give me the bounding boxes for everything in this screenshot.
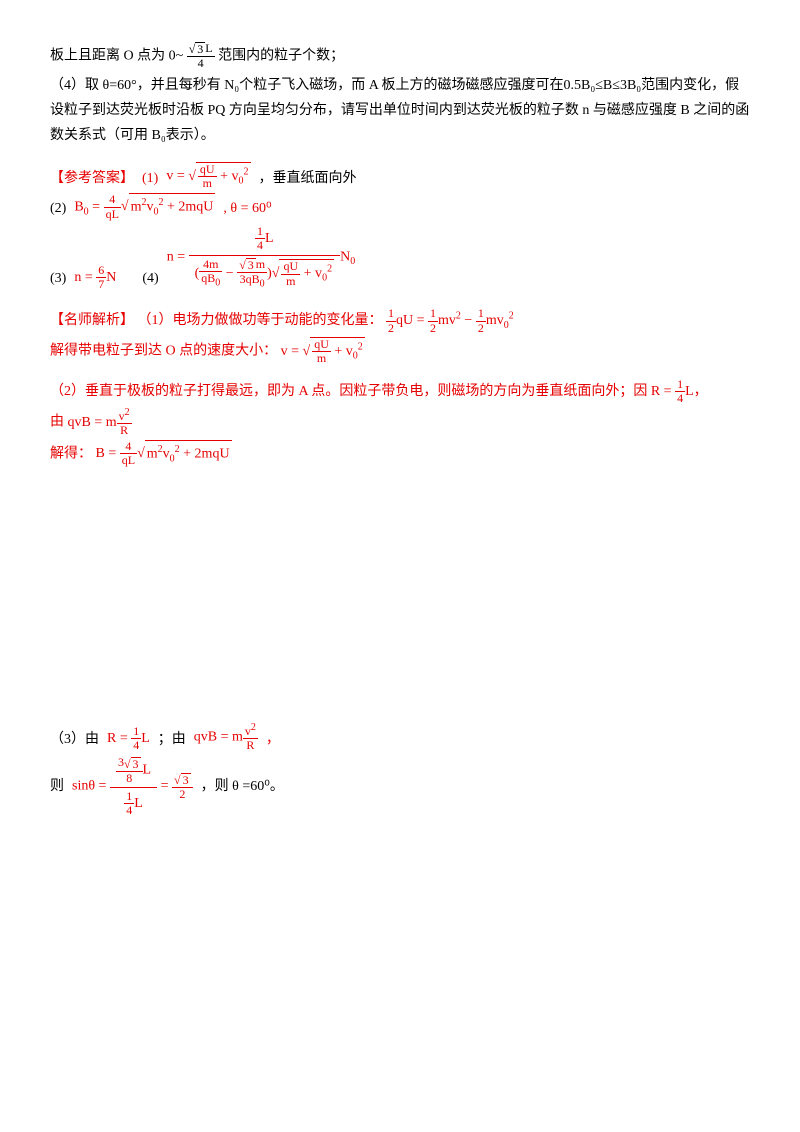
answer-label: 【参考答案】 [50,166,134,191]
question-4: （4）取 θ=60°，并且每秒有 N₀个粒子飞入磁场，而 A 板上方的磁场磁感应… [50,73,750,149]
explain-2b-prefix: 由 [50,415,64,430]
explain-2-formula-inline: R = 14L， [651,384,708,399]
explain-line-1b: 解得带电粒子到达 O 点的速度大小： v = qUm + v02 [50,337,750,366]
part3-formula-1: R = 14L [107,725,150,752]
answer-3-formula: n = 67N [74,264,116,291]
explain-line-2: （2）垂直于极板的粒子打得最远，即为 A 点。因粒子带负电，则磁场的方向为垂直纸… [50,378,750,405]
part3-label: （3）由 [50,727,99,752]
answer-4-formula: n = 14L (4mqB0 − 3m3qB0)qUm + v02 N0 [167,223,356,291]
top-fraction: 3L 4 [187,42,215,71]
answer-line-2: (2) B0 = 4qLm2v02 + 2mqU , θ = 60⁰ [50,193,750,221]
part3-comma: ， [266,727,280,752]
explain-line-1: 【名师解析】 （1）电场力做做功等于动能的变化量： 12qU = 12mv2 −… [50,307,750,335]
explain-label: 【名师解析】 [50,313,134,328]
explain-1b-text: 解得带电粒子到达 O 点的速度大小： [50,344,277,359]
answer-4-label: (4) [142,266,158,291]
explain-2b-formula: qvB = mv2R [68,415,132,430]
part3-tail: ，则 θ =60⁰。 [201,774,284,799]
part3-sin-formula: sinθ = 338L 14L = 32 [72,754,193,819]
explain-line-2b: 由 qvB = mv2R [50,407,750,437]
answer-2-label: (2) [50,196,66,221]
explain-2c-formula: B = 4qLm2v02 + 2mqU [96,446,232,461]
answer-1-formula: v = qUm + v02 [166,162,250,191]
part3-prefix: 则 [50,774,64,799]
answer-2-tail: , θ = 60⁰ [223,196,271,221]
part3-line-2: 则 sinθ = 338L 14L = 32 ，则 θ =60⁰。 [50,754,750,819]
explain-1-formula: 12qU = 12mv2 − 12mv02 [386,313,514,328]
answer-3-label: (3) [50,266,66,291]
part3-mid: ；由 [158,727,186,752]
explain-1-text: （1）电场力做做功等于动能的变化量： [138,313,383,328]
question-prefix-line: 板上且距离 O 点为 0~ 3L 4 范围内的粒子个数； [50,42,750,71]
answer-line-1: 【参考答案】 (1) v = qUm + v02 ，垂直纸面向外 [50,162,750,191]
answer-line-34: (3) n = 67N (4) n = 14L (4mqB0 − 3m3qB0)… [50,223,750,291]
answer-2-formula: B0 = 4qLm2v02 + 2mqU [74,193,215,221]
question-suffix: 范围内的粒子个数； [218,48,344,63]
explain-2-text: （2）垂直于极板的粒子打得最远，即为 A 点。因粒子带负电，则磁场的方向为垂直纸… [50,384,647,399]
explain-line-2c: 解得： B = 4qLm2v02 + 2mqU [50,440,750,468]
part3-line-1: （3）由 R = 14L ；由 qvB = mv2R ， [50,722,750,752]
explain-2c-prefix: 解得： [50,446,92,461]
question-prefix: 板上且距离 O 点为 0~ [50,48,183,63]
blank-gap [50,470,750,720]
part3-formula-2: qvB = mv2R [194,722,258,752]
answer-1-label: (1) [142,166,158,191]
explain-1b-formula: v = qUm + v02 [281,344,365,359]
answer-1-tail: ，垂直纸面向外 [259,166,357,191]
